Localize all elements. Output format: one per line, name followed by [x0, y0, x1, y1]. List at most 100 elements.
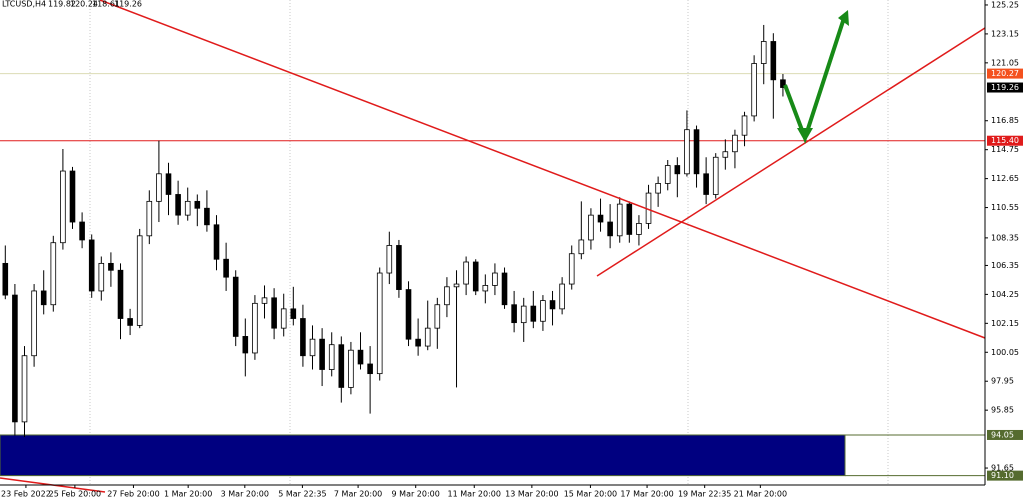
- candle-body: [184, 200, 191, 216]
- candle-body: [684, 129, 690, 175]
- candle-body: [751, 63, 757, 117]
- candle-body: [204, 207, 210, 226]
- y-tick-label: 106.35: [991, 261, 1019, 270]
- header-value: 120.24: [70, 0, 98, 9]
- x-tick-label: 1 Mar 20:00: [164, 490, 212, 499]
- candle-body: [636, 223, 642, 235]
- candle-body: [674, 165, 681, 175]
- candle-body: [424, 327, 431, 347]
- y-tick-label: 125.25: [991, 0, 1019, 9]
- candle-body: [597, 214, 604, 223]
- candle-body: [722, 151, 729, 158]
- candle-body: [530, 305, 537, 322]
- level-label-bg: [987, 429, 1023, 440]
- x-tick-label: 5 Mar 22:35: [278, 490, 326, 499]
- candle-body: [405, 289, 412, 340]
- y-tick-label: 116.85: [991, 116, 1019, 125]
- candle-body: [175, 194, 181, 216]
- zone: [0, 434, 846, 477]
- candle-body: [741, 115, 748, 136]
- candle-body: [88, 239, 95, 292]
- header-value: 119.26: [114, 0, 142, 9]
- candle-body: [165, 173, 172, 195]
- candle-body: [50, 242, 57, 306]
- x-tick-label: 15 Mar 20:00: [564, 490, 617, 499]
- candle-body: [242, 336, 249, 354]
- x-tick-label: 25 Feb 20:00: [49, 490, 101, 499]
- candle-body: [309, 338, 316, 357]
- level-label: 94.05: [991, 430, 1014, 439]
- candle-body: [703, 173, 709, 195]
- header-value: 118.61: [92, 0, 120, 9]
- candle-body: [712, 156, 719, 195]
- candle-body: [770, 41, 777, 81]
- level-label-bg: [987, 82, 1023, 93]
- candle-body: [664, 165, 671, 184]
- candle-body: [290, 308, 297, 319]
- candle-body: [146, 200, 153, 237]
- candle-body: [578, 239, 585, 255]
- candle-body: [194, 200, 201, 209]
- x-tick-label: 11 Mar 20:00: [448, 490, 501, 499]
- candle-body: [693, 129, 700, 175]
- level-label: 115.40: [991, 136, 1019, 145]
- trend-line: [99, 0, 986, 339]
- y-tick-label: 97.95: [991, 377, 1014, 386]
- candle-body: [223, 258, 229, 278]
- candle-body: [2, 262, 9, 296]
- candle-body: [21, 355, 28, 423]
- candle-body: [588, 214, 594, 241]
- candle-body: [117, 269, 124, 319]
- level-label-bg: [987, 135, 1023, 146]
- candle-body: [319, 338, 325, 370]
- candle-body: [520, 305, 527, 324]
- level-label-bg: [987, 68, 1023, 79]
- candle-body: [444, 286, 450, 306]
- candle-body: [79, 221, 85, 241]
- level-label: 91.10: [991, 471, 1014, 480]
- candle-body: [434, 304, 441, 329]
- x-tick-label: 17 Mar 20:00: [620, 490, 673, 499]
- y-tick-label: 108.35: [991, 233, 1019, 242]
- x-tick-label: 7 Mar 20:00: [334, 490, 382, 499]
- level-label: 119.26: [991, 83, 1019, 92]
- header-value: 119.82: [48, 0, 76, 9]
- candle-body: [357, 349, 364, 365]
- y-tick-label: 112.65: [991, 174, 1019, 183]
- candle-body: [386, 245, 393, 274]
- y-tick-label: 102.15: [991, 319, 1019, 328]
- candle-body: [472, 261, 479, 292]
- trend-line: [596, 2, 1024, 277]
- x-tick-label: 23 Feb 2022: [1, 490, 51, 499]
- candle-body: [12, 294, 18, 423]
- candle-body: [232, 276, 239, 337]
- candle-body: [252, 302, 258, 354]
- candle-body: [396, 245, 402, 290]
- x-tick-label: 19 Mar 22:35: [678, 490, 731, 499]
- x-tick-label: 3 Mar 20:00: [221, 490, 269, 499]
- candle-body: [261, 297, 268, 304]
- candle-body: [568, 253, 575, 285]
- candle-body: [376, 272, 383, 375]
- candle-body: [511, 304, 517, 324]
- candle-body: [463, 261, 469, 285]
- candle-body: [108, 262, 114, 271]
- candle-body: [549, 300, 556, 310]
- candle-body: [732, 134, 738, 153]
- candle-body: [492, 272, 498, 286]
- level-label-bg: [987, 470, 1023, 481]
- candle-body: [60, 170, 66, 244]
- candle-body: [616, 203, 623, 237]
- y-tick-label: 110.55: [991, 203, 1019, 212]
- candle-body: [127, 318, 133, 326]
- candle-body: [213, 224, 220, 260]
- level-label: 120.27: [991, 69, 1019, 78]
- y-tick-label: 91.65: [991, 464, 1014, 473]
- candle-body: [453, 283, 460, 288]
- candle-body: [31, 290, 37, 357]
- x-tick-label: 13 Mar 20:00: [505, 490, 558, 499]
- candle-body: [501, 272, 508, 306]
